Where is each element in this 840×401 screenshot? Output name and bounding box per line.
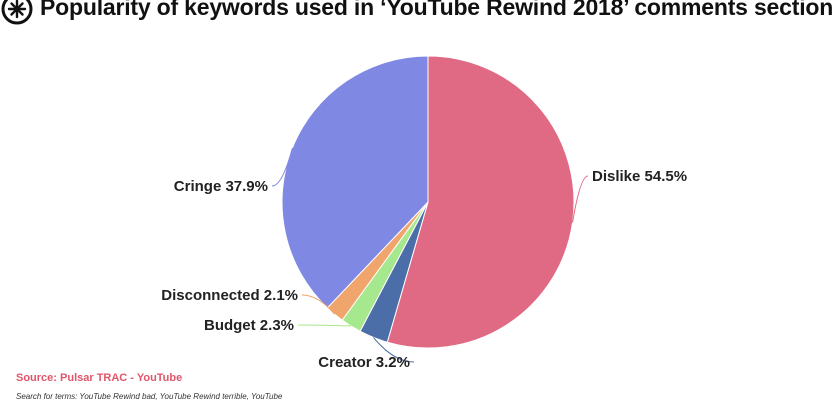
slice-label: Budget 2.3% bbox=[204, 317, 294, 334]
pulsar-spark-icon bbox=[1, 0, 33, 25]
leader-line bbox=[572, 175, 589, 223]
leader-line bbox=[271, 147, 293, 187]
slice-label: Dislike 54.5% bbox=[592, 168, 687, 185]
leader-line bbox=[373, 337, 415, 363]
label-leader-lines bbox=[271, 147, 589, 363]
pie-slices bbox=[281, 55, 575, 349]
slice-label: Disconnected 2.1% bbox=[161, 287, 298, 304]
leader-line bbox=[301, 294, 335, 315]
leader-line bbox=[297, 324, 351, 327]
slice-label: Cringe 37.9% bbox=[174, 178, 268, 195]
slice-label: Creator 3.2% bbox=[318, 354, 410, 371]
source-note: Source: Pulsar TRAC - YouTube bbox=[16, 372, 183, 384]
chart-title: Popularity of keywords used in ‘YouTube … bbox=[40, 0, 834, 20]
pie-slice bbox=[386, 55, 575, 349]
slice-labels: Dislike 54.5% Creator 3.2% Budget 2.3% Disc… bbox=[161, 168, 687, 371]
search-terms-note: Search for terms: YouTube Rewind bad, Yo… bbox=[16, 392, 283, 401]
